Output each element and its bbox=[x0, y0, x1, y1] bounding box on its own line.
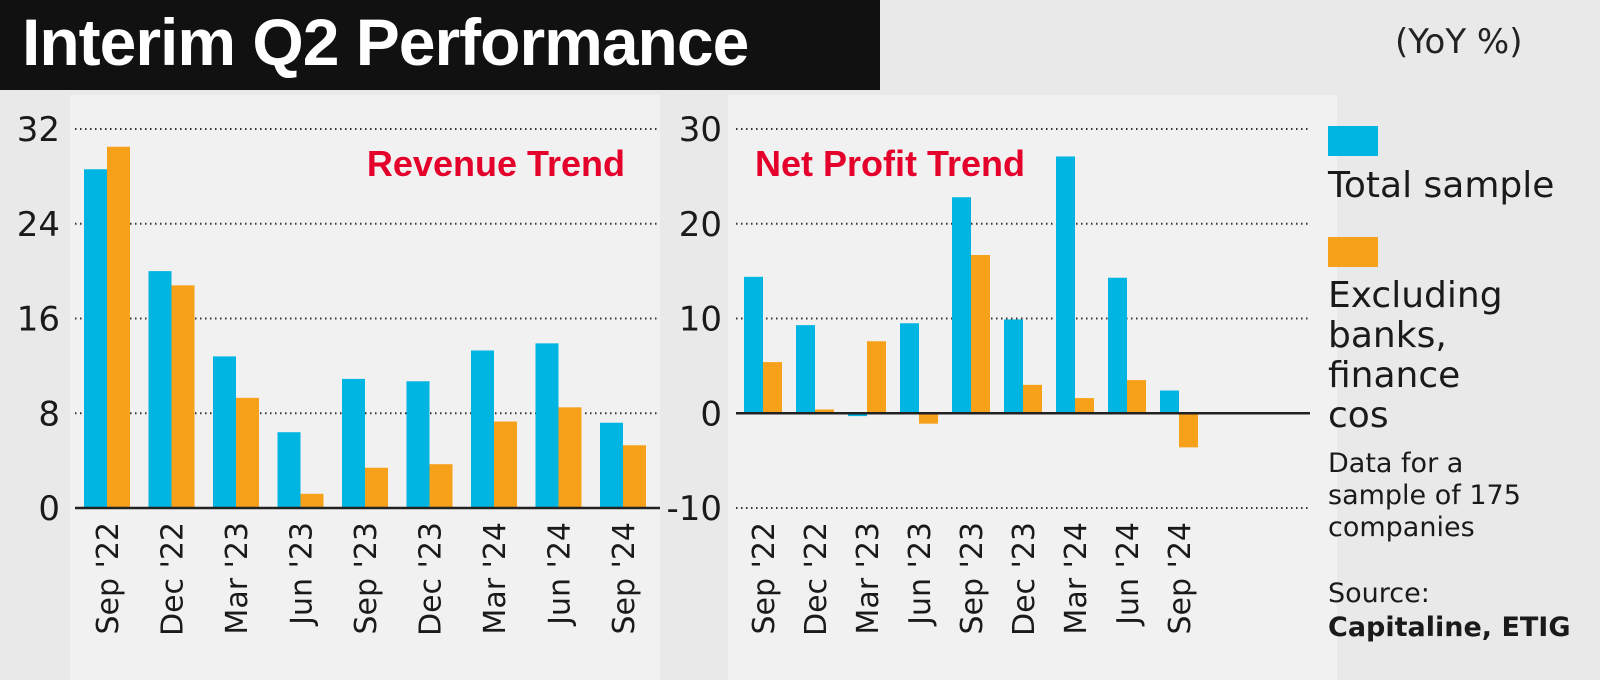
bar-excluding-5 bbox=[429, 464, 453, 508]
x-tick-label: Dec '23 bbox=[414, 522, 449, 636]
y-tick-label: 24 bbox=[17, 205, 60, 245]
bar-total-5 bbox=[406, 381, 430, 508]
bar-excluding-5 bbox=[1023, 384, 1042, 414]
bar-excluding-0 bbox=[763, 362, 782, 414]
y-tick-label: 20 bbox=[679, 205, 722, 245]
bar-total-4 bbox=[342, 378, 365, 508]
bar-total-8 bbox=[1160, 390, 1179, 414]
bar-excluding-7 bbox=[558, 407, 582, 508]
bar-excluding-0 bbox=[107, 146, 130, 508]
x-tick-label: Sep '24 bbox=[1163, 522, 1198, 635]
y-tick-label: 0 bbox=[700, 394, 722, 434]
legend-label-excluding: Excluding banks, finance cos bbox=[1328, 275, 1503, 436]
bar-excluding-2 bbox=[236, 397, 259, 508]
bar-total-1 bbox=[148, 271, 172, 508]
bar-total-3 bbox=[277, 432, 301, 508]
chart-main-title: Interim Q2 Performance bbox=[22, 5, 749, 79]
bar-total-2 bbox=[848, 413, 867, 417]
bar-excluding-6 bbox=[494, 421, 517, 508]
x-tick-label: Sep '22 bbox=[91, 522, 126, 635]
y-tick-label: 0 bbox=[38, 489, 60, 529]
bar-excluding-4 bbox=[971, 255, 990, 414]
source-label: Source: bbox=[1328, 578, 1430, 609]
bar-excluding-1 bbox=[815, 409, 834, 414]
x-tick-label: Mar '24 bbox=[1059, 522, 1094, 635]
bar-total-0 bbox=[744, 276, 763, 414]
bar-total-7 bbox=[1108, 277, 1127, 414]
x-tick-label: Sep '24 bbox=[607, 522, 642, 635]
y-tick-label: 16 bbox=[17, 300, 60, 340]
x-tick-label: Dec '23 bbox=[1007, 522, 1042, 636]
bar-total-1 bbox=[796, 325, 815, 414]
chart-1: -10 0 10 20 30 Net Profit Trend Sep '22 Dec '22… bbox=[666, 95, 1337, 680]
x-tick-label: Jun '24 bbox=[1111, 522, 1146, 627]
bar-excluding-8 bbox=[623, 445, 646, 508]
bar-excluding-1 bbox=[171, 285, 195, 508]
bar-excluding-6 bbox=[1075, 398, 1094, 414]
x-tick-label: Sep '22 bbox=[747, 522, 782, 635]
bar-total-5 bbox=[1004, 319, 1023, 414]
x-tick-label: Mar '23 bbox=[851, 522, 886, 635]
x-tick-label: Dec '22 bbox=[156, 522, 191, 636]
legend-swatch-excluding bbox=[1328, 237, 1378, 267]
bar-total-6 bbox=[1056, 156, 1075, 414]
bar-excluding-3 bbox=[919, 413, 938, 424]
bar-total-7 bbox=[535, 343, 559, 508]
x-tick-label: Mar '23 bbox=[220, 522, 255, 635]
x-tick-label: Mar '24 bbox=[478, 522, 513, 635]
x-tick-label: Sep '23 bbox=[955, 522, 990, 635]
bar-excluding-3 bbox=[300, 493, 324, 508]
bar-total-4 bbox=[952, 197, 971, 414]
y-tick-label: 32 bbox=[17, 110, 60, 150]
x-tick-label: Jun '23 bbox=[903, 522, 938, 627]
bar-total-6 bbox=[471, 350, 494, 508]
y-tick-label: 10 bbox=[679, 300, 722, 340]
chart-title: Revenue Trend bbox=[367, 143, 625, 184]
sample-note: Data for a sample of 175 companies bbox=[1328, 448, 1521, 543]
y-tick-label: -10 bbox=[666, 489, 722, 529]
bar-excluding-4 bbox=[365, 467, 388, 508]
bar-total-3 bbox=[900, 323, 919, 414]
legend-label-total: Total sample bbox=[1328, 165, 1555, 206]
bar-total-0 bbox=[84, 169, 107, 509]
x-tick-label: Jun '23 bbox=[285, 522, 320, 627]
chart-title: Net Profit Trend bbox=[755, 143, 1025, 184]
chart-0: 0 8 16 24 32 Revenue Trend Sep '22 Dec '22 Mar '… bbox=[17, 95, 660, 680]
bar-total-2 bbox=[213, 356, 236, 508]
bar-excluding-8 bbox=[1179, 413, 1198, 448]
y-tick-label: 8 bbox=[38, 394, 60, 434]
bar-excluding-2 bbox=[867, 341, 886, 414]
unit-label: (YoY %) bbox=[1395, 22, 1523, 62]
x-tick-label: Sep '23 bbox=[349, 522, 384, 635]
bar-excluding-7 bbox=[1127, 380, 1146, 414]
x-tick-label: Dec '22 bbox=[799, 522, 834, 636]
x-tick-label: Jun '24 bbox=[543, 522, 578, 627]
source-value: Capitaline, ETIG bbox=[1328, 612, 1571, 643]
title-banner: Interim Q2 Performance bbox=[0, 0, 880, 90]
y-tick-label: 30 bbox=[679, 110, 722, 150]
bar-total-8 bbox=[600, 422, 623, 508]
legend-swatch-total bbox=[1328, 126, 1378, 156]
